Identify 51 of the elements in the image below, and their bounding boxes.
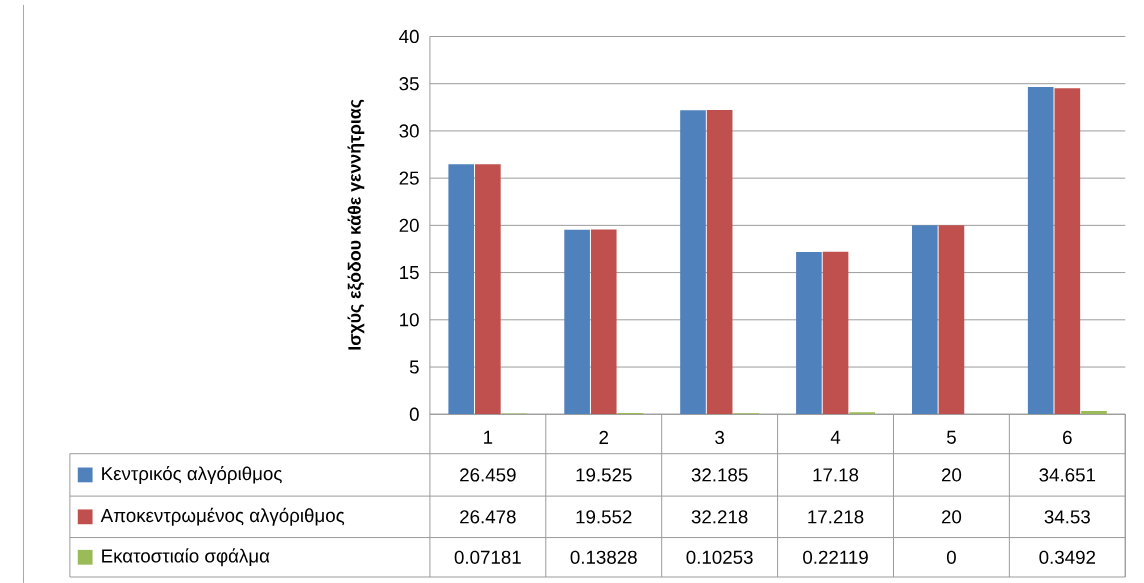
bar <box>680 110 706 415</box>
y-tick-label: 15 <box>400 266 419 280</box>
data-label: 0.22119 <box>803 550 868 564</box>
bar <box>590 229 617 415</box>
y-tick-label: 35 <box>399 77 419 91</box>
legend-label: Κεντρικός αλγόριθμος <box>102 465 282 484</box>
data-label: 26.459 <box>460 468 516 482</box>
x-tick-label: 3 <box>715 430 725 445</box>
data-label: 34.53 <box>1044 510 1090 524</box>
data-label: 32.185 <box>691 468 748 482</box>
bar <box>475 164 501 415</box>
data-label: 0 <box>946 550 956 564</box>
bar <box>1027 87 1054 415</box>
legend-label: Αποκεντρωμένος αλγόριθμος <box>100 507 345 526</box>
x-tick-label: 1 <box>484 430 493 444</box>
data-label: 0.10253 <box>686 550 753 564</box>
bar <box>849 412 875 415</box>
data-label: 19.525 <box>576 468 632 482</box>
y-tick-label: 10 <box>400 313 419 327</box>
bar <box>911 225 938 415</box>
data-label: 0.13828 <box>570 550 637 564</box>
data-label: 20 <box>941 510 962 524</box>
data-label: 34.651 <box>1039 468 1096 482</box>
data-label: 17.18 <box>813 468 859 482</box>
y-tick-label: 20 <box>399 218 419 233</box>
y-axis-title: Ισχύς εξόδου κάθε γεννήτριας <box>347 99 365 350</box>
y-tick-label: 0 <box>409 407 419 421</box>
data-label: 32.218 <box>691 510 748 524</box>
bar <box>1054 88 1081 415</box>
bar <box>938 225 965 415</box>
bar <box>1081 410 1107 415</box>
x-tick-label: 2 <box>599 430 609 444</box>
y-tick-label: 40 <box>399 29 419 44</box>
bar <box>796 252 822 415</box>
legend-label: Εκατοστιαίο σφάλμα <box>102 548 270 567</box>
x-tick-label: 6 <box>1063 430 1072 445</box>
y-tick-label: 25 <box>399 171 419 185</box>
data-label: 19.552 <box>576 510 632 524</box>
data-label: 17.218 <box>808 510 864 524</box>
x-tick-label: 4 <box>830 430 841 444</box>
bar <box>564 229 590 415</box>
data-label: 0.07181 <box>454 550 521 564</box>
x-tick-label: 5 <box>946 430 956 444</box>
bar <box>448 164 475 415</box>
data-label: 0.3492 <box>1039 550 1096 564</box>
y-tick-label: 30 <box>399 124 419 138</box>
bar <box>822 251 849 415</box>
y-tick-label: 5 <box>409 360 419 374</box>
data-label: 20 <box>941 468 962 482</box>
bar <box>706 110 733 415</box>
data-label: 26.478 <box>460 510 516 524</box>
